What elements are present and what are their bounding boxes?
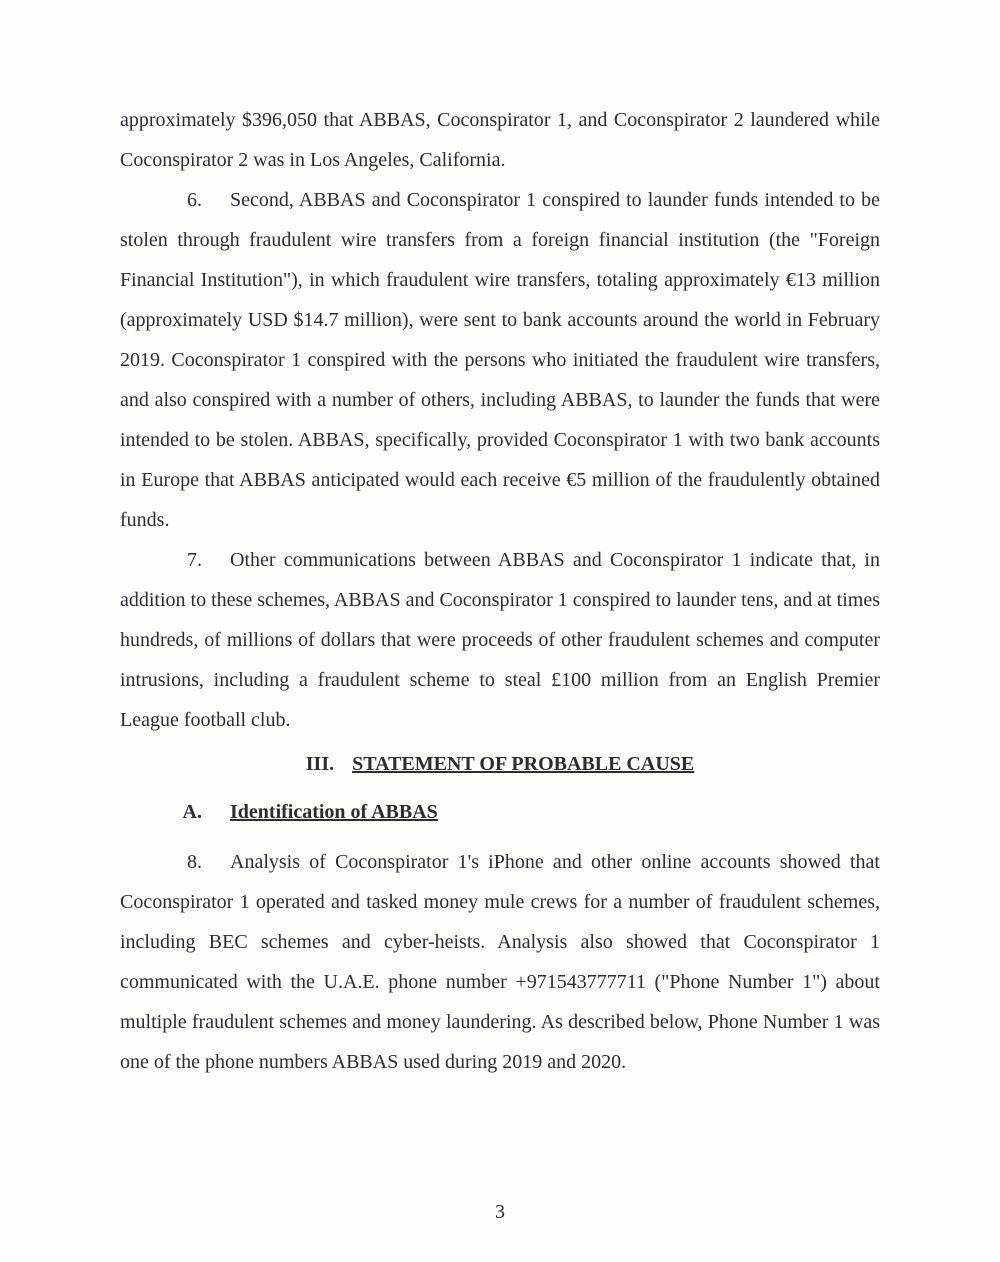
- paragraph-text: Other communications between ABBAS and C…: [120, 549, 880, 731]
- paragraph-continuation: approximately $396,050 that ABBAS, Cocon…: [120, 100, 880, 180]
- section-roman: III.: [306, 744, 334, 784]
- paragraph-text: Second, ABBAS and Coconspirator 1 conspi…: [120, 189, 880, 531]
- paragraph-number: 7.: [120, 540, 230, 580]
- section-heading: III. STATEMENT OF PROBABLE CAUSE: [120, 744, 880, 784]
- paragraph-number: 8.: [120, 842, 230, 882]
- subsection-letter: A.: [120, 792, 230, 832]
- paragraph-6: 6.Second, ABBAS and Coconspirator 1 cons…: [120, 180, 880, 540]
- subsection-heading: A.Identification of ABBAS: [120, 792, 880, 832]
- section-heading-text: STATEMENT OF PROBABLE CAUSE: [352, 753, 694, 775]
- document-page: approximately $396,050 that ABBAS, Cocon…: [0, 0, 1000, 1262]
- body-text-block: approximately $396,050 that ABBAS, Cocon…: [120, 100, 880, 1082]
- paragraph-number: 6.: [120, 180, 230, 220]
- paragraph-8: 8.Analysis of Coconspirator 1's iPhone a…: [120, 842, 880, 1082]
- paragraph-7: 7.Other communications between ABBAS and…: [120, 540, 880, 740]
- paragraph-text: Analysis of Coconspirator 1's iPhone and…: [120, 851, 880, 1073]
- page-number: 3: [0, 1201, 1000, 1224]
- subsection-heading-text: Identification of ABBAS: [230, 801, 438, 823]
